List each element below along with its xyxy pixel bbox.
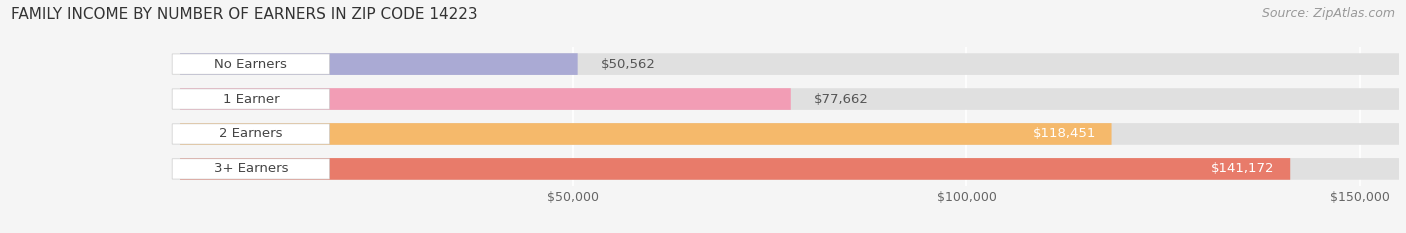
FancyBboxPatch shape — [172, 124, 329, 144]
FancyBboxPatch shape — [180, 123, 1399, 145]
FancyBboxPatch shape — [180, 53, 578, 75]
Text: 1 Earner: 1 Earner — [222, 93, 280, 106]
FancyBboxPatch shape — [172, 54, 329, 74]
Text: 3+ Earners: 3+ Earners — [214, 162, 288, 175]
Text: $118,451: $118,451 — [1032, 127, 1095, 140]
FancyBboxPatch shape — [172, 89, 329, 109]
Text: No Earners: No Earners — [214, 58, 287, 71]
FancyBboxPatch shape — [180, 158, 1399, 180]
Text: Source: ZipAtlas.com: Source: ZipAtlas.com — [1261, 7, 1395, 20]
FancyBboxPatch shape — [172, 159, 329, 179]
FancyBboxPatch shape — [180, 88, 790, 110]
FancyBboxPatch shape — [180, 158, 1291, 180]
FancyBboxPatch shape — [180, 53, 1399, 75]
Text: FAMILY INCOME BY NUMBER OF EARNERS IN ZIP CODE 14223: FAMILY INCOME BY NUMBER OF EARNERS IN ZI… — [11, 7, 478, 22]
Text: $77,662: $77,662 — [814, 93, 869, 106]
Text: $50,562: $50,562 — [602, 58, 657, 71]
FancyBboxPatch shape — [180, 123, 1112, 145]
Text: 2 Earners: 2 Earners — [219, 127, 283, 140]
FancyBboxPatch shape — [180, 88, 1399, 110]
Text: $141,172: $141,172 — [1211, 162, 1274, 175]
